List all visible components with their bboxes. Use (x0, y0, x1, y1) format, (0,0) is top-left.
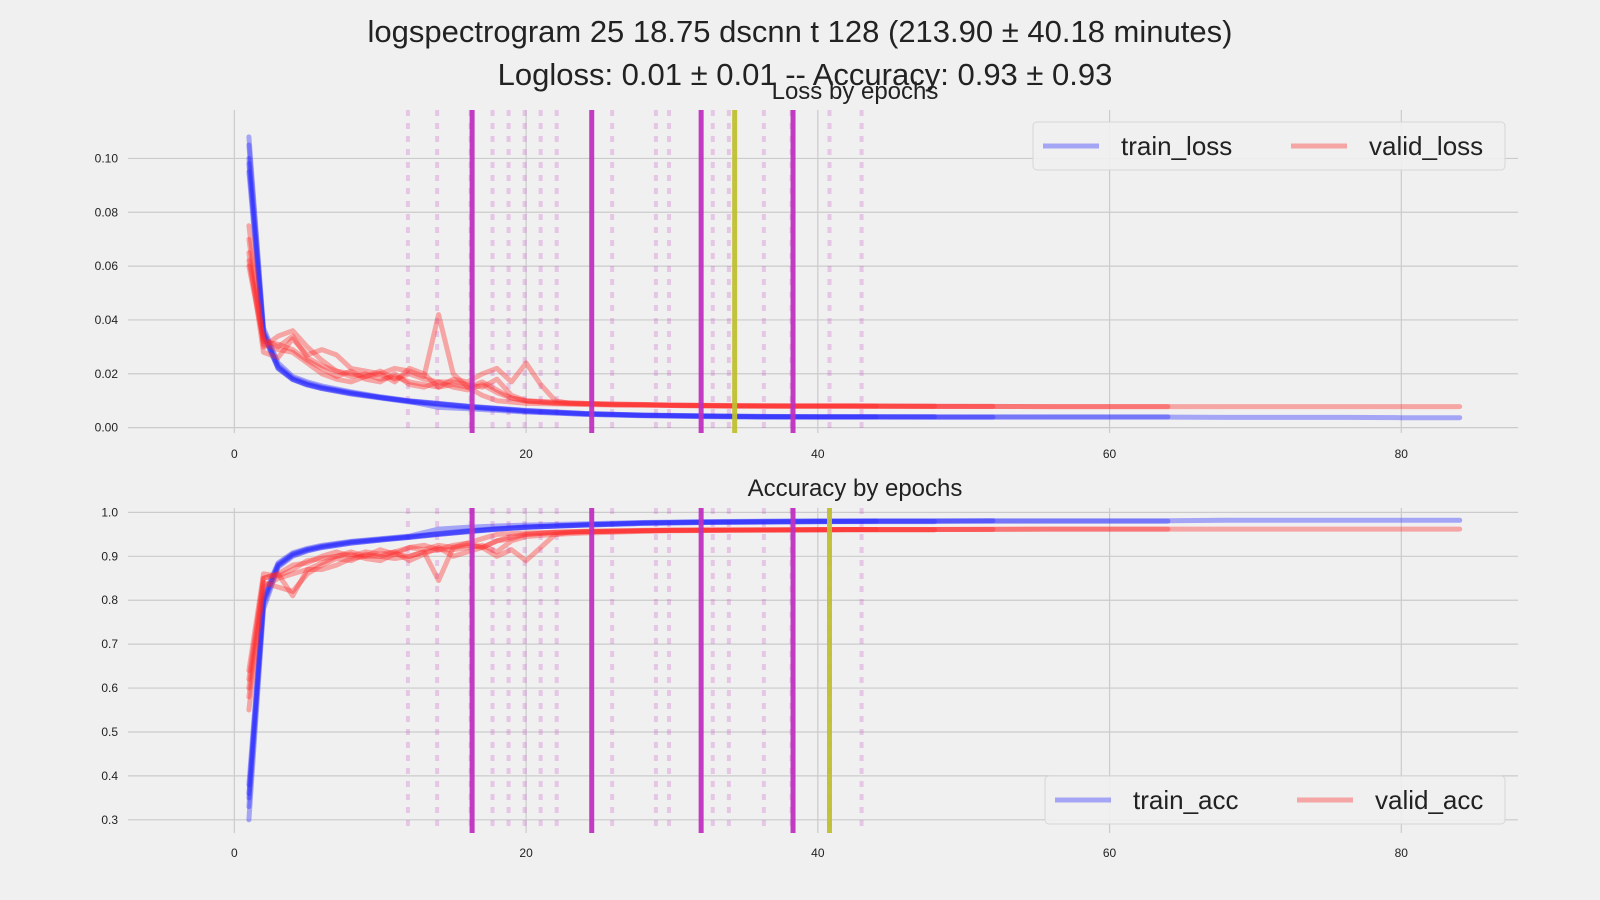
y-tick-label: 0.6 (101, 681, 118, 695)
legend: train_acc valid_acc (1045, 776, 1505, 824)
x-tick-label: 20 (519, 846, 533, 860)
legend: train_loss valid_loss (1033, 122, 1505, 170)
x-tick-label: 40 (811, 846, 825, 860)
y-tick-label: 0.3 (101, 813, 118, 827)
legend-label: valid_acc (1375, 785, 1483, 815)
legend-label: train_acc (1133, 785, 1239, 815)
y-tick-label: 0.8 (101, 593, 118, 607)
x-tick-label: 80 (1395, 447, 1409, 461)
y-tick-label: 0.08 (95, 205, 119, 219)
panel-title: Loss by epochs (772, 78, 939, 105)
y-tick-label: 1.0 (101, 505, 118, 519)
legend-label: valid_loss (1369, 131, 1483, 161)
legend-label: train_loss (1121, 131, 1232, 161)
x-tick-label: 60 (1103, 846, 1117, 860)
x-tick-label: 0 (231, 447, 238, 461)
y-tick-label: 0.04 (95, 313, 119, 327)
figure-title-line1: logspectrogram 25 18.75 dscnn t 128 (213… (368, 14, 1233, 49)
y-tick-label: 0.7 (101, 637, 118, 651)
x-tick-label: 0 (231, 846, 238, 860)
x-tick-label: 40 (811, 447, 825, 461)
y-tick-label: 0.10 (95, 151, 119, 165)
x-tick-label: 20 (519, 447, 533, 461)
panel-title: Accuracy by epochs (748, 475, 963, 502)
y-tick-label: 0.06 (95, 259, 119, 273)
y-tick-label: 0.02 (95, 367, 119, 381)
y-tick-label: 0.4 (101, 769, 118, 783)
x-tick-label: 80 (1395, 846, 1409, 860)
y-tick-label: 0.9 (101, 549, 118, 563)
y-tick-label: 0.5 (101, 725, 118, 739)
y-tick-label: 0.00 (95, 421, 119, 435)
x-tick-label: 60 (1103, 447, 1117, 461)
